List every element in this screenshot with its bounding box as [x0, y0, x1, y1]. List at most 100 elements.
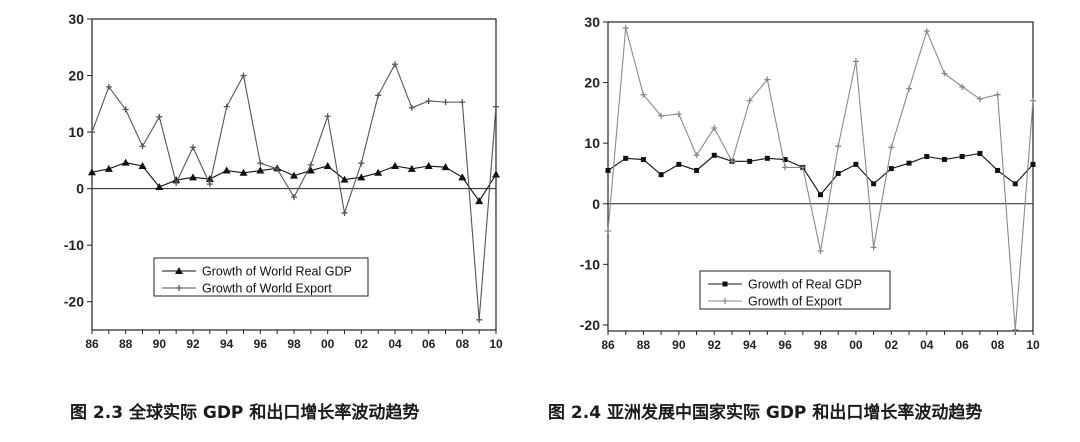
data-point: [88, 168, 96, 176]
data-point: [290, 171, 298, 179]
series-line: [607, 152, 1034, 196]
data-point: [994, 91, 1001, 98]
x-tick-label: 94: [220, 337, 234, 351]
data-point: [676, 161, 682, 167]
data-point: [764, 155, 770, 161]
legend-label: Growth of World Real GDP: [202, 265, 352, 279]
data-point: [89, 129, 95, 136]
data-point: [1012, 181, 1018, 187]
data-point: [407, 164, 416, 172]
data-point: [122, 106, 129, 113]
data-point: [959, 83, 966, 90]
data-point: [941, 70, 948, 77]
x-tick-label: 96: [254, 337, 268, 351]
data-point: [675, 111, 682, 118]
x-tick-label: 90: [672, 338, 686, 352]
data-point: [206, 181, 213, 188]
x-tick-label: 02: [355, 337, 369, 351]
data-point: [307, 161, 314, 168]
data-point: [818, 192, 823, 198]
data-point: [640, 91, 647, 98]
x-tick-label: 94: [743, 338, 757, 352]
x-tick-label: 98: [287, 337, 301, 351]
x-tick-label: 04: [388, 337, 402, 351]
data-point: [358, 160, 365, 167]
data-point: [374, 168, 383, 176]
series-1: [89, 61, 499, 323]
data-point: [658, 172, 664, 178]
data-point: [458, 173, 467, 181]
data-point: [121, 158, 130, 166]
x-tick-label: 98: [814, 338, 828, 352]
data-point: [923, 28, 930, 35]
data-point: [340, 175, 349, 183]
x-tick-label: 08: [991, 338, 1005, 352]
data-point: [442, 99, 449, 106]
data-point: [995, 167, 1001, 173]
series-0: [605, 150, 1036, 198]
data-point: [104, 164, 113, 172]
data-point: [190, 144, 196, 151]
data-point: [323, 162, 332, 170]
legend-label: Growth of Export: [748, 295, 842, 309]
data-point: [622, 25, 629, 32]
data-point: [357, 173, 366, 181]
data-point: [274, 165, 281, 172]
legend-marker: [722, 281, 728, 287]
data-point: [492, 170, 500, 178]
y-tick-label: 20: [68, 68, 84, 84]
y-tick-label: 30: [584, 14, 600, 30]
data-point: [441, 163, 450, 171]
data-point: [392, 61, 398, 68]
data-point: [223, 103, 230, 110]
legend-box: [699, 270, 891, 310]
data-point: [906, 160, 912, 166]
data-point: [155, 182, 164, 190]
x-tick-label: 88: [119, 337, 133, 351]
data-point: [172, 176, 181, 184]
data-point: [924, 154, 930, 160]
data-point: [291, 194, 297, 201]
y-tick-label: 20: [584, 75, 600, 91]
x-tick-label: 86: [85, 337, 99, 351]
data-point: [870, 244, 877, 251]
data-point: [605, 167, 611, 173]
data-point: [711, 125, 718, 132]
data-point: [941, 157, 947, 163]
data-point: [976, 95, 983, 102]
data-point: [852, 58, 859, 65]
legend-label: Growth of Real GDP: [748, 278, 862, 292]
data-point: [222, 166, 231, 174]
x-tick-label: 00: [321, 337, 335, 351]
legend-marker: [722, 298, 728, 304]
data-point: [105, 83, 112, 90]
data-point: [476, 316, 483, 323]
y-tick-label: -20: [64, 294, 84, 310]
x-tick-label: 00: [849, 338, 863, 352]
data-point: [256, 166, 265, 174]
data-point: [853, 161, 859, 167]
data-point: [493, 103, 499, 110]
data-point: [728, 158, 735, 165]
data-point: [623, 155, 629, 161]
data-point: [817, 248, 824, 255]
data-point: [693, 152, 700, 159]
y-tick-label: -20: [580, 317, 600, 333]
data-point: [746, 97, 753, 104]
data-point: [391, 162, 399, 170]
data-point: [782, 157, 788, 163]
x-tick-label: 90: [153, 337, 167, 351]
x-tick-label: 06: [955, 338, 969, 352]
legend-marker: [176, 285, 182, 291]
data-point: [1030, 161, 1036, 167]
data-point: [747, 158, 753, 164]
data-point: [424, 162, 433, 170]
data-point: [1012, 326, 1019, 333]
x-tick-label: 10: [489, 337, 503, 351]
series-1: [605, 25, 1036, 333]
chart-world-plot: 30 20 10 0 -10 -20 86 88 90 92 94 96 98 00 02 04 06 08 10 G…: [64, 11, 503, 351]
data-point: [605, 228, 611, 235]
legend-marker: [175, 267, 183, 274]
y-tick-label: 10: [68, 124, 84, 140]
